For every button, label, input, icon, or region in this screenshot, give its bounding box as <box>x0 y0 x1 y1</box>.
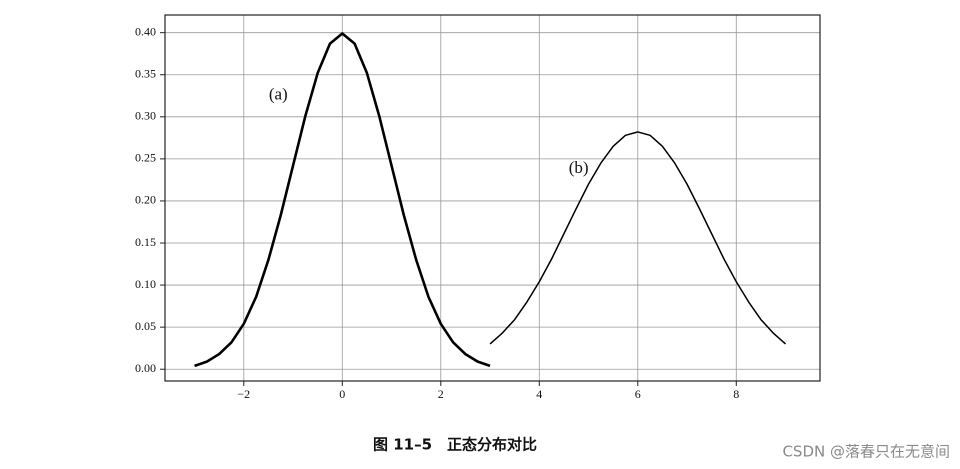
y-tick-label: 0.35 <box>135 66 156 80</box>
y-tick-label: 0.15 <box>135 235 156 249</box>
curve-label: (b) <box>569 158 589 177</box>
y-tick-label: 0.25 <box>135 151 156 165</box>
y-tick-label: 0.30 <box>135 109 156 123</box>
x-tick-label: 0 <box>339 387 345 401</box>
curve <box>489 131 787 345</box>
figure-caption: 图 11–5 正态分布对比 <box>373 436 537 454</box>
x-tick-label: 6 <box>635 387 641 401</box>
plot-frame <box>164 14 821 382</box>
y-tick-label: 0.10 <box>135 277 156 291</box>
y-tick-label: 0.05 <box>135 319 156 333</box>
x-tick-label: 4 <box>536 387 542 401</box>
x-tick-label: −2 <box>237 387 250 401</box>
x-tick-label: 2 <box>438 387 444 401</box>
curve-label: (a) <box>269 85 288 104</box>
curve <box>194 32 491 368</box>
y-tick-label: 0.00 <box>135 361 156 375</box>
y-tick-label: 0.20 <box>135 193 156 207</box>
x-tick-label: 8 <box>733 387 739 401</box>
y-tick-label: 0.40 <box>135 24 156 38</box>
watermark: CSDN @落春只在无意间 <box>782 443 950 461</box>
